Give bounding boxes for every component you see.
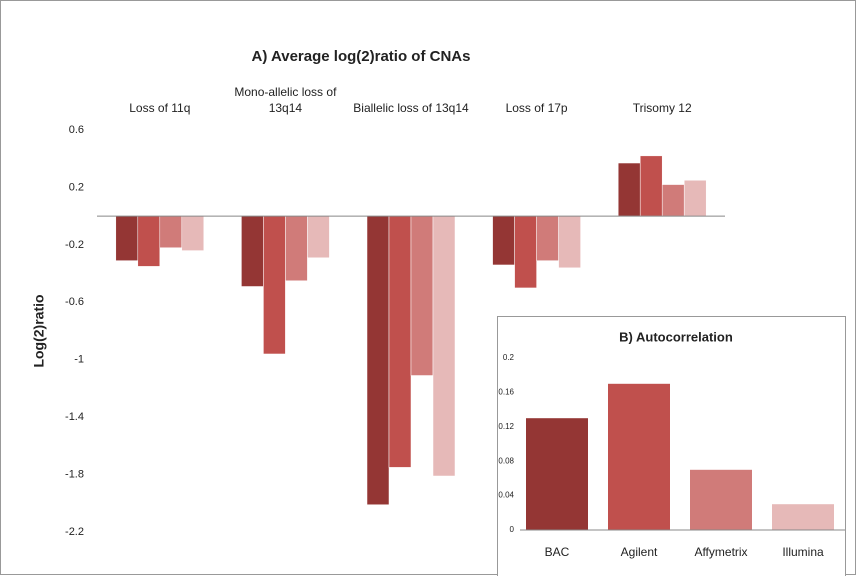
bar [388, 215, 412, 468]
chart-title: A) Average log(2)ratio of CNAs [252, 48, 471, 65]
bar [608, 383, 670, 530]
bar [432, 215, 456, 477]
y-tick-label: -0.6 [65, 296, 84, 308]
bar [307, 215, 330, 259]
bar [558, 215, 581, 269]
x-tick-label: Agilent [621, 545, 658, 559]
bar [285, 215, 308, 281]
bar [241, 215, 264, 287]
y-tick-label: 0.2 [503, 353, 515, 362]
bar [772, 504, 834, 530]
inset-title: B) Autocorrelation [619, 329, 733, 344]
x-category-label: Loss of 17p [505, 101, 568, 115]
y-tick-label: -1.4 [65, 411, 84, 423]
bar [366, 215, 390, 505]
bar [690, 469, 752, 530]
y-tick-label: -0.2 [65, 239, 84, 251]
y-tick-label: 0.12 [498, 422, 514, 431]
bar [115, 215, 139, 261]
bar [639, 155, 663, 217]
bar [263, 215, 286, 355]
x-tick-label: Illumina [782, 545, 824, 559]
y-tick-label: 0.04 [498, 491, 514, 500]
x-category-label: Mono-allelic loss of 13q14 [234, 85, 337, 115]
bar [536, 215, 559, 261]
bar [617, 162, 641, 217]
y-tick-label: -2.2 [65, 526, 84, 538]
bar [181, 215, 205, 251]
y-tick-label: 0.2 [69, 181, 84, 193]
bar [159, 215, 183, 248]
bar [410, 215, 434, 376]
y-axis-label: Log(2)ratio [31, 294, 47, 367]
x-category-label: Loss of 11q [129, 101, 191, 115]
bar [526, 418, 588, 530]
y-tick-label: 0.6 [69, 124, 84, 136]
y-tick-label: -1 [74, 354, 84, 366]
y-tick-label: 0 [510, 525, 515, 534]
x-category-label: Trisomy 12 [632, 101, 692, 115]
x-tick-label: BAC [545, 545, 570, 559]
x-category-label: Biallelic loss of 13q14 [353, 101, 469, 115]
bar [514, 215, 537, 289]
bar [137, 215, 161, 267]
bar [661, 184, 685, 217]
bar [683, 180, 707, 217]
y-tick-label: 0.08 [498, 456, 514, 465]
bar [492, 215, 515, 266]
y-tick-label: -1.8 [65, 468, 84, 480]
y-tick-label: 0.16 [498, 388, 514, 397]
x-tick-label: Affymetrix [694, 545, 747, 559]
